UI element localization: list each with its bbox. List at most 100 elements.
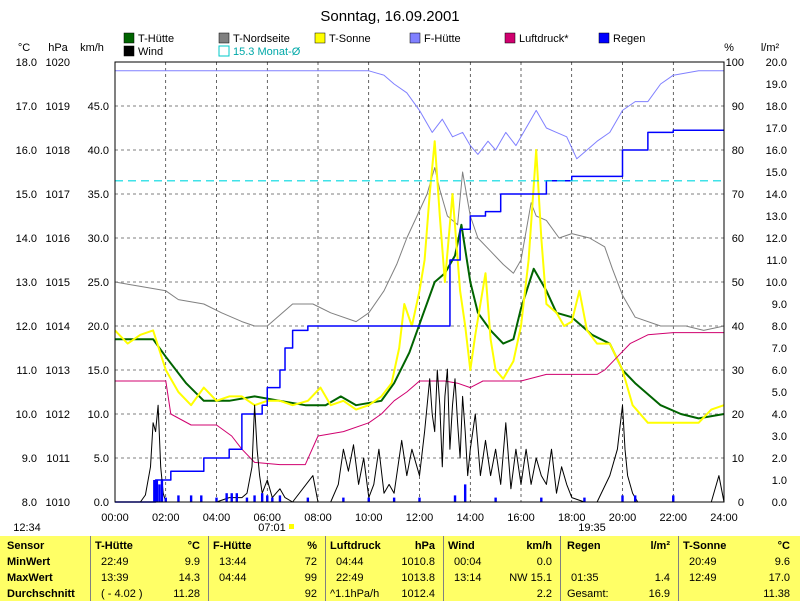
x-tick-label: 02:00 bbox=[152, 512, 180, 524]
rain-tick-label: 10.0 bbox=[766, 277, 787, 289]
rain-tick-label: 11.0 bbox=[766, 255, 787, 267]
rain-bar bbox=[392, 497, 396, 502]
rain-tick-label: 16.0 bbox=[766, 145, 787, 157]
stats-column-t-sonne: T-Sonne °C 20:49 9.6 12:49 17.0 11.38 bbox=[678, 536, 800, 601]
legend-swatch bbox=[218, 32, 230, 44]
plot-frame bbox=[114, 61, 725, 503]
stats-column-name: F-Hütte bbox=[213, 540, 252, 552]
rain-tick-label: 4.0 bbox=[772, 409, 787, 421]
rain-bar bbox=[342, 497, 345, 502]
rain-bar bbox=[453, 495, 457, 502]
stats-value: 1012.4 bbox=[401, 588, 435, 600]
temp-tick-label: 11.0 bbox=[16, 365, 37, 377]
rain-tick-label: 9.0 bbox=[772, 299, 787, 311]
sunset-label: 19:35 bbox=[578, 522, 606, 534]
stats-value: 9.6 bbox=[774, 556, 790, 568]
stats-row-label: MaxWert bbox=[7, 572, 53, 584]
stats-value: 2.2 bbox=[536, 588, 552, 600]
stats-time: 12:49 bbox=[689, 572, 717, 584]
stats-value: 16.9 bbox=[648, 588, 670, 600]
rain-tick-label: 18.0 bbox=[766, 101, 787, 113]
rain-bar bbox=[230, 493, 233, 502]
x-tick-label: 12:00 bbox=[406, 512, 434, 524]
rain-bar bbox=[463, 484, 467, 502]
pressure-tick-label: 1010 bbox=[46, 497, 70, 509]
stats-column-unit: hPa bbox=[414, 540, 435, 552]
rain-tick-label: 2.0 bbox=[772, 453, 787, 465]
legend-item-luftdruck: Luftdruck* bbox=[504, 32, 569, 45]
pressure-tick-label: 1012 bbox=[46, 409, 70, 421]
stats-time: 13:39 bbox=[101, 572, 129, 584]
stats-value: 17.0 bbox=[768, 572, 790, 584]
legend-label: Wind bbox=[138, 46, 163, 58]
wind-tick-label: 25.0 bbox=[88, 277, 109, 289]
humidity-tick-label: 20 bbox=[732, 409, 744, 421]
wind-tick-label: 40.0 bbox=[88, 145, 109, 157]
rain-tick-label: 6.0 bbox=[772, 365, 787, 377]
stats-column-unit: % bbox=[307, 540, 317, 552]
stats-column-regen: Regen l/m² 01:35 1.4 Gesamt: 16.9 bbox=[560, 536, 678, 601]
wind-tick-label: 35.0 bbox=[88, 189, 109, 201]
rain-bar bbox=[225, 493, 228, 502]
humidity-tick-label: 90 bbox=[732, 101, 744, 113]
rain-bar bbox=[271, 497, 274, 502]
rain-bar bbox=[235, 493, 238, 502]
sunrise-label: 07:01 bbox=[258, 522, 286, 534]
rain-bar bbox=[306, 497, 310, 502]
rain-tick-label: 19.0 bbox=[766, 79, 787, 91]
weather-chart: Sonntag, 16.09.2001 T-Hütte T-Nordseite … bbox=[13, 8, 787, 534]
rain-tick-label: 20.0 bbox=[766, 57, 787, 69]
humidity-tick-label: 60 bbox=[732, 233, 744, 245]
axis-unit-wind: km/h bbox=[80, 42, 104, 54]
axis-unit-rain: l/m² bbox=[761, 42, 780, 54]
stats-header-sensor: Sensor bbox=[7, 540, 45, 552]
stats-row-label: MinWert bbox=[7, 556, 51, 568]
wind-tick-label: 10.0 bbox=[88, 409, 109, 421]
rain-bar bbox=[583, 497, 586, 502]
stats-row-label: Durchschnitt bbox=[7, 588, 75, 600]
sunrise-marker bbox=[289, 524, 294, 529]
rain-bar bbox=[153, 480, 156, 502]
legend-label: T-Hütte bbox=[138, 33, 174, 45]
pressure-tick-label: 1017 bbox=[46, 189, 70, 201]
stats-column-name: Wind bbox=[448, 540, 475, 552]
stats-value: 1.4 bbox=[654, 572, 670, 584]
legend-item-t-huette: T-Hütte bbox=[123, 32, 174, 45]
chart-title: Sonntag, 16.09.2001 bbox=[320, 8, 459, 25]
x-tick-label: 22:00 bbox=[659, 512, 687, 524]
rain-bar bbox=[177, 495, 180, 502]
rain-bar bbox=[200, 495, 203, 502]
stats-column-name: T-Sonne bbox=[683, 540, 727, 552]
temp-tick-label: 10.0 bbox=[16, 409, 37, 421]
rain-bar bbox=[621, 495, 624, 502]
rain-bar bbox=[367, 497, 370, 502]
stats-time: 00:04 bbox=[454, 556, 482, 568]
stats-column-unit: km/h bbox=[526, 540, 552, 552]
stats-value: 0.0 bbox=[536, 556, 552, 568]
axis-unit-humidity: % bbox=[724, 42, 734, 54]
humidity-tick-label: 0 bbox=[738, 497, 744, 509]
stats-value: 1010.8 bbox=[401, 556, 435, 568]
humidity-tick-label: 40 bbox=[732, 321, 744, 333]
legend-label: F-Hütte bbox=[424, 33, 461, 45]
stats-time: ( - 4.02 ) bbox=[101, 588, 143, 600]
stats-value: 99 bbox=[304, 572, 317, 584]
wind-tick-label: 0.0 bbox=[94, 497, 109, 509]
rain-bar bbox=[164, 497, 167, 502]
stats-column-f-huette: F-Hütte% 13:44 72 04:44 99 92 bbox=[208, 536, 325, 601]
stats-value: NW 15.1 bbox=[509, 572, 552, 584]
stats-value: 72 bbox=[304, 556, 317, 568]
rain-tick-label: 15.0 bbox=[766, 167, 787, 179]
rain-tick-label: 13.0 bbox=[766, 211, 787, 223]
humidity-tick-label: 30 bbox=[732, 365, 744, 377]
wind-tick-label: 5.0 bbox=[94, 453, 109, 465]
x-tick-label: 00:00 bbox=[101, 512, 129, 524]
humidity-tick-label: 70 bbox=[732, 189, 744, 201]
series-line-t-sonne bbox=[114, 140, 725, 424]
series-line-wind bbox=[115, 368, 725, 503]
stats-time: 22:49 bbox=[336, 572, 364, 584]
stats-time: Gesamt: bbox=[567, 588, 609, 600]
stats-time: 04:44 bbox=[336, 556, 364, 568]
rain-bar bbox=[189, 495, 193, 502]
pressure-tick-label: 1018 bbox=[46, 145, 70, 157]
